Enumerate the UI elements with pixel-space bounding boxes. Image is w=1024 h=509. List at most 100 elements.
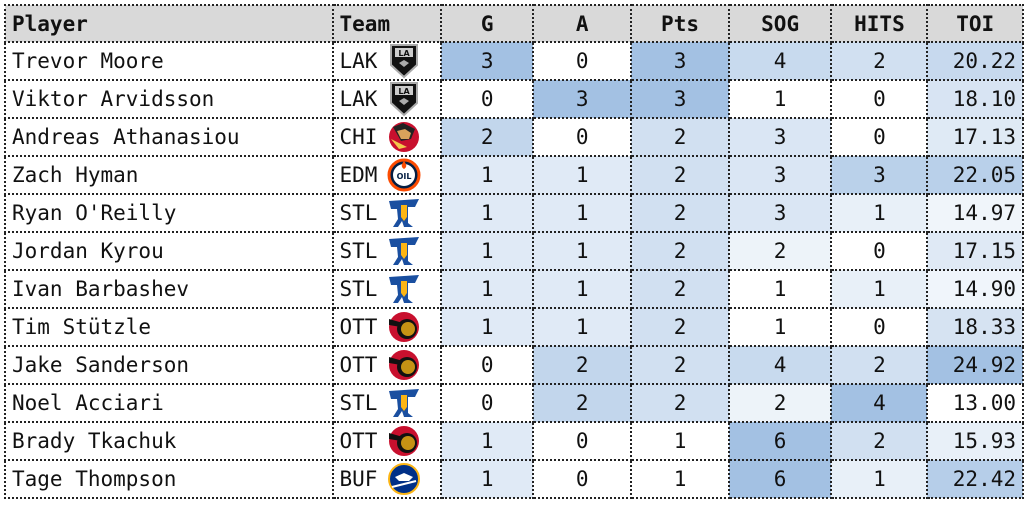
toi-cell: 17.15 [926,231,1024,271]
header-toi[interactable]: TOI [926,4,1024,43]
team-cell: STL [331,193,443,233]
a-cell: 0 [532,459,633,499]
pts-cell: 2 [630,307,730,347]
blues-logo-icon [387,233,421,269]
team-abbr: LAK [339,49,378,73]
table-row[interactable]: Brady Tkachuk OTT 1 0 1 6 2 15.93 [4,421,1024,461]
team-cell: BUF [331,459,443,499]
sog-cell: 2 [727,383,833,423]
sabres-logo-icon [387,461,421,497]
team-abbr: STL [339,239,378,263]
svg-text:LA: LA [399,49,411,58]
a-cell: 1 [532,231,633,271]
header-pts[interactable]: Pts [630,4,730,43]
header-hits[interactable]: HITS [830,4,929,43]
pts-cell: 2 [630,231,730,271]
team-cell: STL [331,269,443,309]
oilers-logo-icon: OIL [387,157,421,193]
team-cell: OTT [331,421,443,461]
header-team[interactable]: Team [331,4,443,43]
toi-cell: 20.22 [926,41,1024,81]
table-row[interactable]: Jordan Kyrou STL 1 1 2 2 0 17.15 [4,231,1024,271]
table-row[interactable]: Ryan O'Reilly STL 1 1 2 3 1 14.97 [4,193,1024,233]
team-cell: EDM OIL [331,155,443,195]
team-cell: LAK LA [331,41,443,81]
toi-cell: 13.00 [926,383,1024,423]
senators-logo-icon [387,423,421,459]
blues-logo-icon [387,271,421,307]
kings-logo-icon: LA [387,43,421,79]
team-cell: STL [331,383,443,423]
pts-cell: 1 [630,459,730,499]
g-cell: 1 [440,155,535,195]
a-cell: 0 [532,41,633,81]
team-abbr: STL [339,201,378,225]
table-row[interactable]: Tim Stützle OTT 1 1 2 1 0 18.33 [4,307,1024,347]
toi-cell: 14.90 [926,269,1024,309]
hits-cell: 2 [830,345,929,385]
toi-cell: 22.42 [926,459,1024,499]
team-abbr: OTT [339,429,378,453]
a-cell: 0 [532,117,633,157]
a-cell: 3 [532,79,633,119]
a-cell: 1 [532,193,633,233]
pts-cell: 2 [630,269,730,309]
a-cell: 1 [532,155,633,195]
table-row[interactable]: Trevor Moore LAK LA 3 0 3 4 2 20.22 [4,41,1024,81]
svg-text:OIL: OIL [397,172,412,181]
player-name: Viktor Arvidsson [4,79,334,119]
g-cell: 3 [440,41,535,81]
svg-text:LA: LA [399,87,411,96]
team-abbr: OTT [339,353,378,377]
player-name: Brady Tkachuk [4,421,334,461]
team-cell: LAK LA [331,79,443,119]
pts-cell: 3 [630,79,730,119]
g-cell: 0 [440,345,535,385]
g-cell: 2 [440,117,535,157]
sog-cell: 2 [727,231,833,271]
team-abbr: CHI [339,125,378,149]
table-row[interactable]: Noel Acciari STL 0 2 2 2 4 13.00 [4,383,1024,423]
team-abbr: EDM [339,163,378,187]
hits-cell: 1 [830,193,929,233]
toi-cell: 18.10 [926,79,1024,119]
pts-cell: 2 [630,345,730,385]
a-cell: 2 [532,383,633,423]
player-name: Zach Hyman [4,155,334,195]
blues-logo-icon [387,385,421,421]
hits-cell: 1 [830,269,929,309]
sog-cell: 1 [727,307,833,347]
toi-cell: 15.93 [926,421,1024,461]
g-cell: 0 [440,383,535,423]
pts-cell: 2 [630,155,730,195]
table-row[interactable]: Ivan Barbashev STL 1 1 2 1 1 14.90 [4,269,1024,309]
a-cell: 0 [532,421,633,461]
table-row[interactable]: Zach Hyman EDM OIL 1 1 2 3 3 22.05 [4,155,1024,195]
table-row[interactable]: Viktor Arvidsson LAK LA 0 3 3 1 0 18.10 [4,79,1024,119]
pts-cell: 1 [630,421,730,461]
player-name: Tim Stützle [4,307,334,347]
toi-cell: 22.05 [926,155,1024,195]
hits-cell: 2 [830,41,929,81]
pts-cell: 2 [630,193,730,233]
team-cell: STL [331,231,443,271]
sog-cell: 4 [727,345,833,385]
sog-cell: 6 [727,421,833,461]
player-name: Ivan Barbashev [4,269,334,309]
table-row[interactable]: Tage Thompson BUF 1 0 1 6 1 22.42 [4,459,1024,499]
table-row[interactable]: Jake Sanderson OTT 0 2 2 4 2 24.92 [4,345,1024,385]
team-cell: CHI [331,117,443,157]
toi-cell: 14.97 [926,193,1024,233]
header-g[interactable]: G [440,4,535,43]
header-sog[interactable]: SOG [727,4,833,43]
sog-cell: 4 [727,41,833,81]
header-player[interactable]: Player [4,4,334,43]
player-name: Andreas Athanasiou [4,117,334,157]
header-a[interactable]: A [532,4,633,43]
player-name: Jake Sanderson [4,345,334,385]
table-row[interactable]: Andreas Athanasiou CHI 2 0 2 3 0 17.13 [4,117,1024,157]
toi-cell: 24.92 [926,345,1024,385]
player-name: Tage Thompson [4,459,334,499]
sog-cell: 1 [727,269,833,309]
hits-cell: 0 [830,231,929,271]
